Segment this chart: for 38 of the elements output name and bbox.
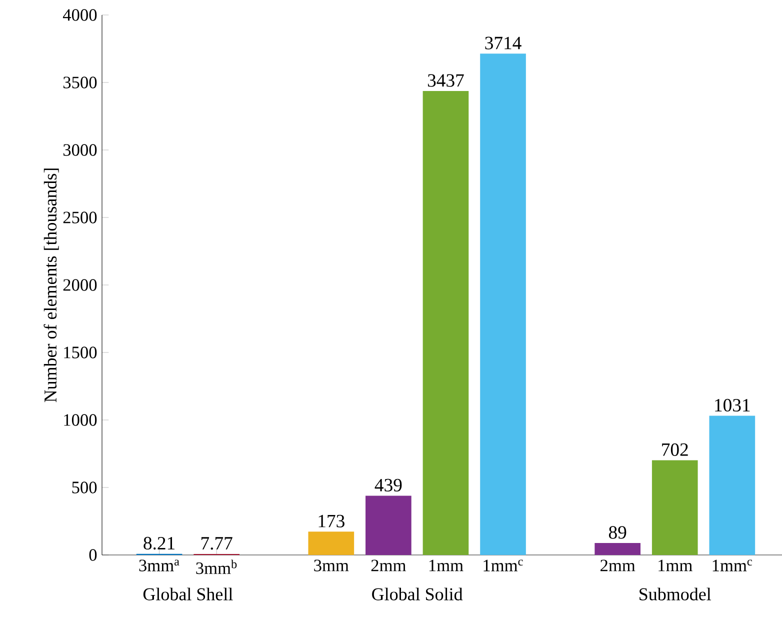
x-tick-label: 3mm$^{b}$ <box>196 560 237 574</box>
y-tick-label: 4000 <box>62 9 97 21</box>
bar <box>709 416 756 555</box>
bar <box>480 54 526 555</box>
y-tick-label: 1000 <box>64 414 97 426</box>
x-tick-label: 1mm <box>429 560 464 572</box>
data-label: 3437 <box>428 74 464 87</box>
y-tick-label: 2500 <box>63 212 97 224</box>
data-label: 173 <box>318 514 344 528</box>
data-label: 702 <box>662 443 688 456</box>
data-label: 89 <box>608 526 626 539</box>
data-label: 439 <box>374 478 402 492</box>
bar <box>308 532 354 555</box>
y-tick-label: 0 <box>89 549 97 561</box>
x-tick-label: 1mm$^{c}$ <box>712 560 752 572</box>
bar <box>652 460 698 555</box>
data-label: 8.21 <box>144 536 175 550</box>
text: Global Solid <box>372 588 463 600</box>
y-tick-label: 500 <box>72 482 97 494</box>
x-tick-label: 2mm <box>600 560 636 572</box>
y-tick-label: 2000 <box>63 279 97 291</box>
y-tick-label: 3500 <box>63 76 97 88</box>
x-tick-label: 3mm$^{a}$ <box>139 560 180 572</box>
bar <box>422 90 469 555</box>
text: Global Shell <box>143 588 233 600</box>
x-tick-label: 1mm$^{c}$ <box>484 560 523 572</box>
x-tick-label: 2mm <box>371 560 406 572</box>
bar <box>366 496 412 555</box>
y-tick-label: 3000 <box>63 144 97 156</box>
data-label: 3714 <box>485 36 522 50</box>
data-label: 7.77 <box>201 537 232 550</box>
y-axis-title: Number of elements [thousands] <box>44 168 59 402</box>
data-label: 1031 <box>715 398 750 412</box>
x-tick-label: 3mm <box>314 560 349 572</box>
bar <box>594 542 641 555</box>
x-tick-label: 1mm <box>658 560 692 572</box>
text: Submodel <box>640 588 712 600</box>
y-tick-label: 1500 <box>64 346 97 358</box>
